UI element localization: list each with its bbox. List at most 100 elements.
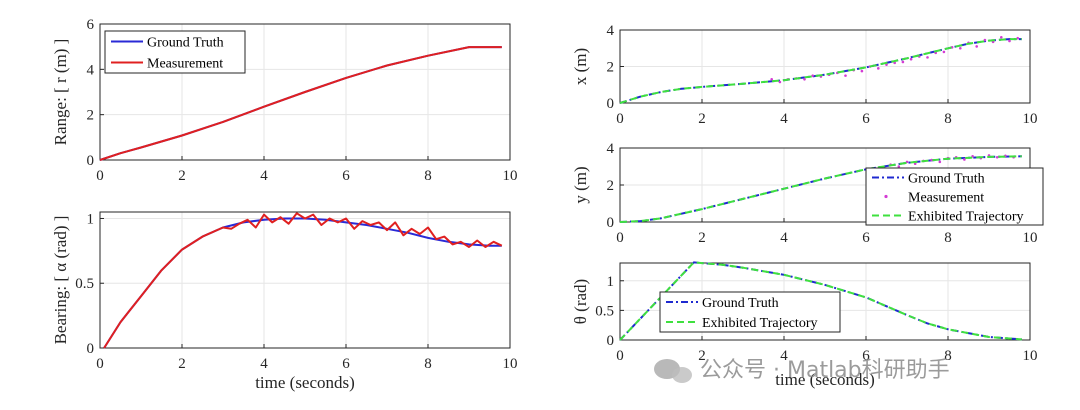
- data-point: [778, 80, 782, 84]
- y-tick-label: 1: [87, 211, 95, 227]
- x-tick-label: 10: [1023, 230, 1038, 246]
- y-axis-label: Range: [ r (m) ]: [51, 39, 70, 146]
- data-point: [1008, 39, 1011, 43]
- legend: Ground Truth Measurement Exhibited Traject…: [865, 167, 1044, 226]
- series-measurement: [99, 46, 502, 161]
- legend-label: Ground Truth: [147, 36, 224, 51]
- data-point: [844, 74, 847, 77]
- chart-theta: 0 2 4 6 8 10 0 0.5 1 θ (rad) time (seconds) Ground …: [571, 261, 1038, 389]
- y-tick-label: 1: [607, 274, 615, 290]
- legend-box: [104, 30, 246, 74]
- data-point: [1000, 36, 1003, 39]
- series-exhibited-trajectory: [619, 155, 1022, 223]
- x-tick-label: 10: [1023, 111, 1038, 127]
- y-tick-label: 0.5: [75, 276, 94, 292]
- y-tick-label: 0: [607, 333, 615, 349]
- x-tick-label: 8: [944, 111, 952, 127]
- data-point: [963, 158, 966, 161]
- y-tick-label: 0: [607, 215, 615, 231]
- data-point: [926, 56, 929, 59]
- data-point: [877, 67, 880, 70]
- data-point: [942, 50, 946, 54]
- data-point: [983, 38, 987, 42]
- x-tick-label: 10: [503, 168, 518, 184]
- y-axis-label: Bearing: [ α (rad) ]: [51, 216, 70, 345]
- axes-frame: [99, 23, 511, 161]
- x-tick-label: 2: [698, 230, 706, 246]
- data-point: [975, 45, 978, 48]
- legend-label: Exhibited Trajectory: [908, 210, 1024, 225]
- x-tick-label: 2: [178, 168, 186, 184]
- y-axis-label: y (m): [571, 166, 590, 203]
- series-line: [99, 46, 502, 161]
- x-tick-label: 6: [862, 111, 870, 127]
- y-tick-label: 2: [87, 108, 95, 124]
- x-tick-label: 0: [616, 111, 624, 127]
- x-tick-label: 8: [944, 230, 952, 246]
- data-point: [1016, 36, 1019, 40]
- data-point: [893, 61, 896, 65]
- chart-range: 0 2 4 6 8 10 0 2 4 6 Range: [ r (m) ] Ground Truth M…: [51, 17, 518, 184]
- y-axis-label: x (m): [571, 48, 590, 85]
- y-axis-label: θ (rad): [571, 279, 590, 324]
- data-point: [995, 155, 999, 159]
- legend: Ground Truth Exhibited Trajectory: [659, 291, 841, 333]
- data-point: [811, 74, 814, 77]
- x-tick-label: 8: [944, 348, 952, 364]
- data-point: [885, 63, 888, 66]
- x-tick-label: 10: [503, 356, 518, 372]
- legend-label: Ground Truth: [908, 172, 985, 187]
- series-exhibited-trajectory: [619, 261, 1022, 341]
- series-exhibited-trajectory: [619, 38, 1022, 104]
- legend-label: Measurement: [147, 57, 223, 72]
- legend-label: Measurement: [908, 191, 984, 206]
- y-tick-label: 0.5: [595, 303, 614, 319]
- x-tick-label: 0: [616, 348, 624, 364]
- data-point: [901, 60, 905, 64]
- y-tick-label: 6: [87, 17, 95, 33]
- data-point: [913, 162, 917, 166]
- data-point: [959, 46, 962, 50]
- data-point: [909, 57, 913, 61]
- x-tick-label: 2: [698, 348, 706, 364]
- y-tick-label: 4: [607, 141, 615, 157]
- chart-x: 0 2 4 6 8 10 0 2 4 x (m): [571, 23, 1038, 127]
- series-measurement: [103, 212, 503, 349]
- x-axis-label: time (seconds): [775, 370, 875, 389]
- series-line: [619, 155, 1022, 223]
- x-tick-label: 4: [260, 356, 268, 372]
- x-tick-label: 4: [780, 111, 788, 127]
- x-tick-label: 6: [862, 348, 870, 364]
- y-tick-label: 0: [87, 341, 95, 357]
- y-tick-label: 0: [87, 153, 95, 169]
- axes-frame: [619, 262, 1031, 341]
- x-tick-label: 6: [342, 168, 350, 184]
- wechat-icon-bubble: [672, 367, 692, 383]
- x-tick-label: 0: [96, 356, 104, 372]
- legend-label: Exhibited Trajectory: [702, 316, 818, 331]
- chart-bearing: 0 2 4 6 8 10 0 0.5 1 Bearing: [ α (rad) ] time (se…: [51, 211, 518, 392]
- axes-frame: [619, 29, 1031, 104]
- data-point: [897, 165, 901, 168]
- x-tick-label: 4: [260, 168, 268, 184]
- data-point: [770, 77, 773, 81]
- legend: Ground Truth Measurement: [104, 30, 246, 74]
- series-line: [103, 212, 503, 349]
- x-tick-label: 10: [1023, 348, 1038, 364]
- legend-marker: [884, 194, 888, 199]
- x-tick-label: 2: [178, 356, 186, 372]
- y-tick-label: 2: [607, 60, 615, 76]
- plot-area: [99, 211, 511, 349]
- chart-y: 0 2 4 6 8 10 0 2 4 y (m) Ground Truth Measurement Ex…: [571, 141, 1044, 246]
- watermark-text: 公众号 · Matlab科研助手: [700, 358, 950, 383]
- x-tick-label: 0: [96, 168, 104, 184]
- x-tick-label: 4: [780, 230, 788, 246]
- data-point: [930, 158, 933, 162]
- x-tick-label: 8: [424, 356, 432, 372]
- x-axis-label: time (seconds): [255, 373, 355, 392]
- data-point: [860, 69, 864, 73]
- series-line: [619, 38, 1022, 104]
- y-tick-label: 0: [607, 96, 615, 112]
- watermark: 公众号 · Matlab科研助手: [654, 358, 950, 383]
